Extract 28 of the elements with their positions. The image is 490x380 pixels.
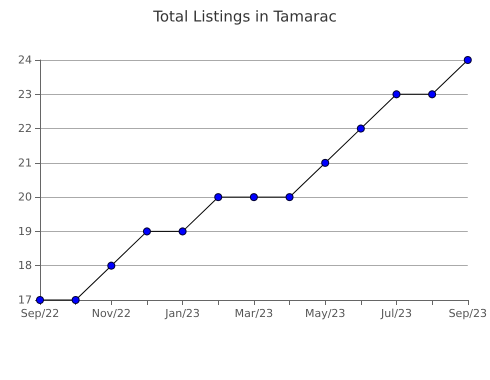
point — [286, 193, 294, 202]
x-tick-label: Jan/23 — [164, 307, 200, 320]
point — [142, 227, 151, 236]
chart-title: Total Listings in Tamarac — [152, 8, 337, 26]
point — [321, 158, 330, 167]
point — [178, 227, 187, 236]
x-tick-label: Sep/23 — [448, 307, 487, 320]
y-tick-label: 23 — [18, 88, 32, 101]
y-tick-label: 24 — [18, 54, 32, 66]
x-tick-label: Nov/22 — [92, 307, 131, 320]
point — [214, 193, 222, 202]
y-tick-label: 18 — [18, 259, 32, 272]
x-tick-label: Mar/23 — [234, 307, 274, 320]
y-tick-label: 17 — [18, 294, 32, 306]
point — [356, 124, 365, 133]
y-tick-label: 19 — [18, 224, 32, 238]
point — [428, 90, 436, 98]
x-tick-label: Sep/22 — [20, 307, 60, 320]
y-tick-label: 21 — [18, 156, 32, 170]
y-tick-label: 22 — [18, 122, 32, 136]
point — [72, 296, 80, 304]
x-tick-label: Jul/23 — [380, 307, 412, 320]
point — [250, 193, 258, 202]
point — [464, 56, 472, 64]
y-tick-label: 20 — [18, 190, 32, 204]
point — [107, 262, 116, 270]
x-tick-label: May/23 — [304, 307, 346, 320]
point — [392, 90, 400, 98]
